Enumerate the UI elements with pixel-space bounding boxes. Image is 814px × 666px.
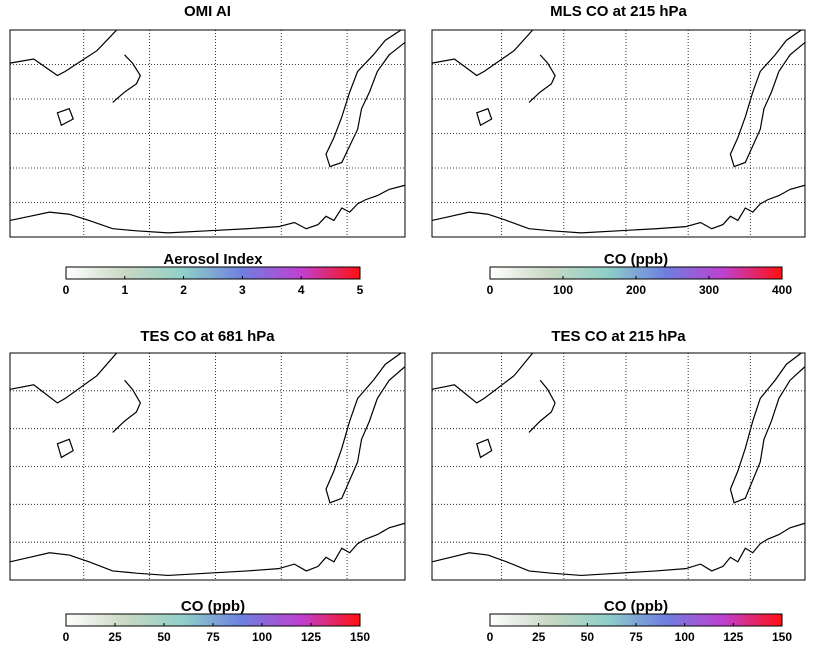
colorbar-tick-label: 5 bbox=[357, 283, 364, 297]
colorbar-tick-label: 150 bbox=[772, 630, 792, 644]
map-border bbox=[9, 29, 406, 238]
colorbar-tick-label: 75 bbox=[206, 630, 220, 644]
colorbar-tick-label: 50 bbox=[581, 630, 595, 644]
colorbar-label: CO (ppb) bbox=[604, 598, 668, 615]
colorbar-tick-label: 150 bbox=[350, 630, 370, 644]
colorbar-tick-label: 0 bbox=[487, 630, 494, 644]
colorbar bbox=[65, 266, 361, 280]
colorbar-label: Aerosol Index bbox=[163, 251, 263, 268]
map-border bbox=[9, 352, 406, 581]
map-border bbox=[431, 29, 806, 238]
map bbox=[431, 352, 806, 581]
colorbar-tick-label: 25 bbox=[532, 630, 546, 644]
colorbar-tick-label: 2 bbox=[180, 283, 187, 297]
panel-title: TES CO at 681 hPa bbox=[140, 328, 275, 345]
colorbar-tick-label: 25 bbox=[108, 630, 122, 644]
colorbar-tick-label: 3 bbox=[239, 283, 246, 297]
colorbar-tick-label: 300 bbox=[699, 283, 719, 297]
colorbar-label: CO (ppb) bbox=[181, 598, 245, 615]
colorbar-tick-label: 50 bbox=[157, 630, 171, 644]
panel-title: OMI AI bbox=[184, 3, 231, 20]
colorbar-tick-label: 100 bbox=[553, 283, 573, 297]
colorbar-tick-label: 0 bbox=[487, 283, 494, 297]
colorbar-tick-label: 100 bbox=[252, 630, 272, 644]
map-frame bbox=[10, 30, 405, 237]
colorbar-tick-label: 75 bbox=[629, 630, 643, 644]
colorbar-tick-label: 0 bbox=[63, 283, 70, 297]
colorbar-tick-label: 4 bbox=[298, 283, 305, 297]
colorbar-tick-label: 125 bbox=[723, 630, 743, 644]
colorbar-tick-label: 100 bbox=[675, 630, 695, 644]
panel-title: TES CO at 215 hPa bbox=[551, 328, 686, 345]
colorbar-tick-label: 200 bbox=[626, 283, 646, 297]
map-frame bbox=[10, 353, 405, 580]
map bbox=[9, 352, 406, 581]
map-border bbox=[431, 352, 806, 581]
colorbar-tick-label: 1 bbox=[121, 283, 128, 297]
colorbar-tick-label: 400 bbox=[772, 283, 792, 297]
colorbar-label: CO (ppb) bbox=[604, 251, 668, 268]
colorbar-tick-label: 0 bbox=[63, 630, 70, 644]
colorbar-tick-label: 125 bbox=[301, 630, 321, 644]
map bbox=[431, 29, 806, 238]
panel-title: MLS CO at 215 hPa bbox=[550, 3, 687, 20]
map bbox=[9, 29, 406, 238]
